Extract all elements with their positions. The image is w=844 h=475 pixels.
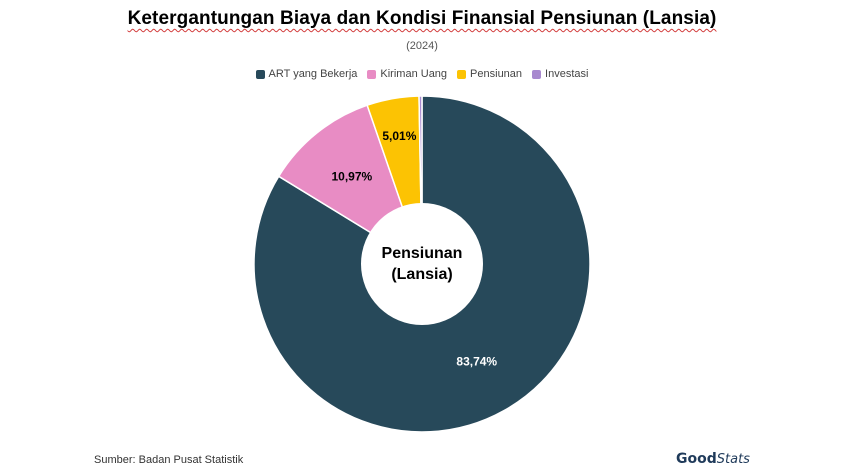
logo-stats: Stats <box>716 452 750 467</box>
legend-item-kiriman[interactable]: Kiriman Uang <box>367 68 447 80</box>
legend-item-investasi[interactable]: Investasi <box>532 68 588 80</box>
legend-item-art[interactable]: ART yang Bekerja <box>255 68 358 80</box>
goodstats-logo: GoodStats <box>676 451 750 467</box>
data-label-kiriman: 10,97% <box>331 170 372 184</box>
center-label-line-1: Pensiunan <box>382 245 463 262</box>
donut-hole <box>361 203 483 325</box>
legend-swatch <box>367 69 377 79</box>
legend-label: Investasi <box>545 68 589 80</box>
legend-swatch <box>532 69 542 79</box>
legend-label: Kiriman Uang <box>380 68 448 80</box>
legend-label: Pensiunan <box>470 68 523 80</box>
chart-title: Ketergantungan Biaya dan Kondisi Finansi… <box>127 8 717 29</box>
data-label-pensiunan: 5,01% <box>382 129 416 143</box>
logo-good: Good <box>676 451 717 467</box>
legend-swatch <box>457 69 467 79</box>
legend-swatch <box>255 69 265 79</box>
legend-label: ART yang Bekerja <box>268 68 358 80</box>
data-label-art: 83,74% <box>456 355 497 369</box>
source-note: Sumber: Badan Pusat Statistik <box>94 454 244 466</box>
legend: ART yang Bekerja Kiriman Uang Pensiunan … <box>0 68 844 80</box>
chart-subtitle: (2024) <box>406 40 438 52</box>
legend-item-pensiunan[interactable]: Pensiunan <box>457 68 522 80</box>
center-label-line-2: (Lansia) <box>391 266 452 283</box>
